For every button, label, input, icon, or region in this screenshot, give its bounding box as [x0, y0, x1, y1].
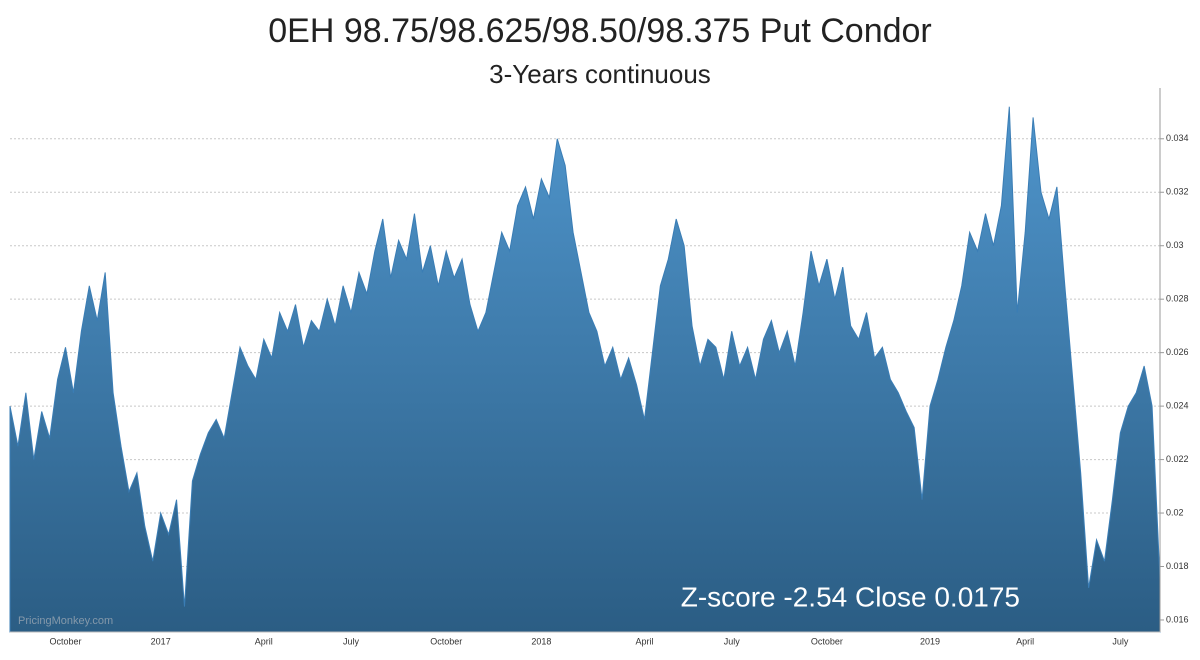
y-tick-label: 0.03 — [1166, 240, 1184, 250]
chart-title: 0EH 98.75/98.625/98.50/98.375 Put Condor — [268, 12, 932, 50]
x-tick-label: April — [1016, 636, 1034, 646]
y-tick-label: 0.018 — [1166, 561, 1189, 571]
y-tick-label: 0.022 — [1166, 454, 1189, 464]
x-tick-label: July — [724, 636, 741, 646]
y-tick-label: 0.034 — [1166, 133, 1189, 143]
annotation: Z-score -2.54 Close 0.0175 — [681, 581, 1020, 612]
y-tick-label: 0.02 — [1166, 507, 1184, 517]
plot-area — [9, 106, 1161, 633]
x-tick-label: April — [635, 636, 653, 646]
x-tick-label: 2018 — [531, 636, 551, 646]
area — [9, 106, 1161, 633]
x-tick-label: April — [255, 636, 273, 646]
x-tick-label: 2019 — [920, 636, 940, 646]
x-tick-label: October — [811, 636, 843, 646]
x-tick-label: July — [343, 636, 360, 646]
x-tick-label: October — [430, 636, 462, 646]
y-tick-label: 0.028 — [1166, 294, 1189, 304]
labels: 0.016 0.018 0.02 0.022 0.024 0.026 0.028 0.03 0.… — [50, 133, 1189, 646]
x-tick-label: October — [50, 636, 82, 646]
x-tick-label: July — [1112, 636, 1129, 646]
watermark: PricingMonkey.com — [18, 615, 113, 627]
y-tick-label: 0.026 — [1166, 347, 1189, 357]
chart-subtitle: 3-Years continuous — [489, 59, 711, 89]
y-tick-label: 0.016 — [1166, 614, 1189, 624]
y-tick-label: 0.032 — [1166, 187, 1189, 197]
y-tick-label: 0.024 — [1166, 400, 1189, 410]
x-tick-label: 2017 — [151, 636, 171, 646]
